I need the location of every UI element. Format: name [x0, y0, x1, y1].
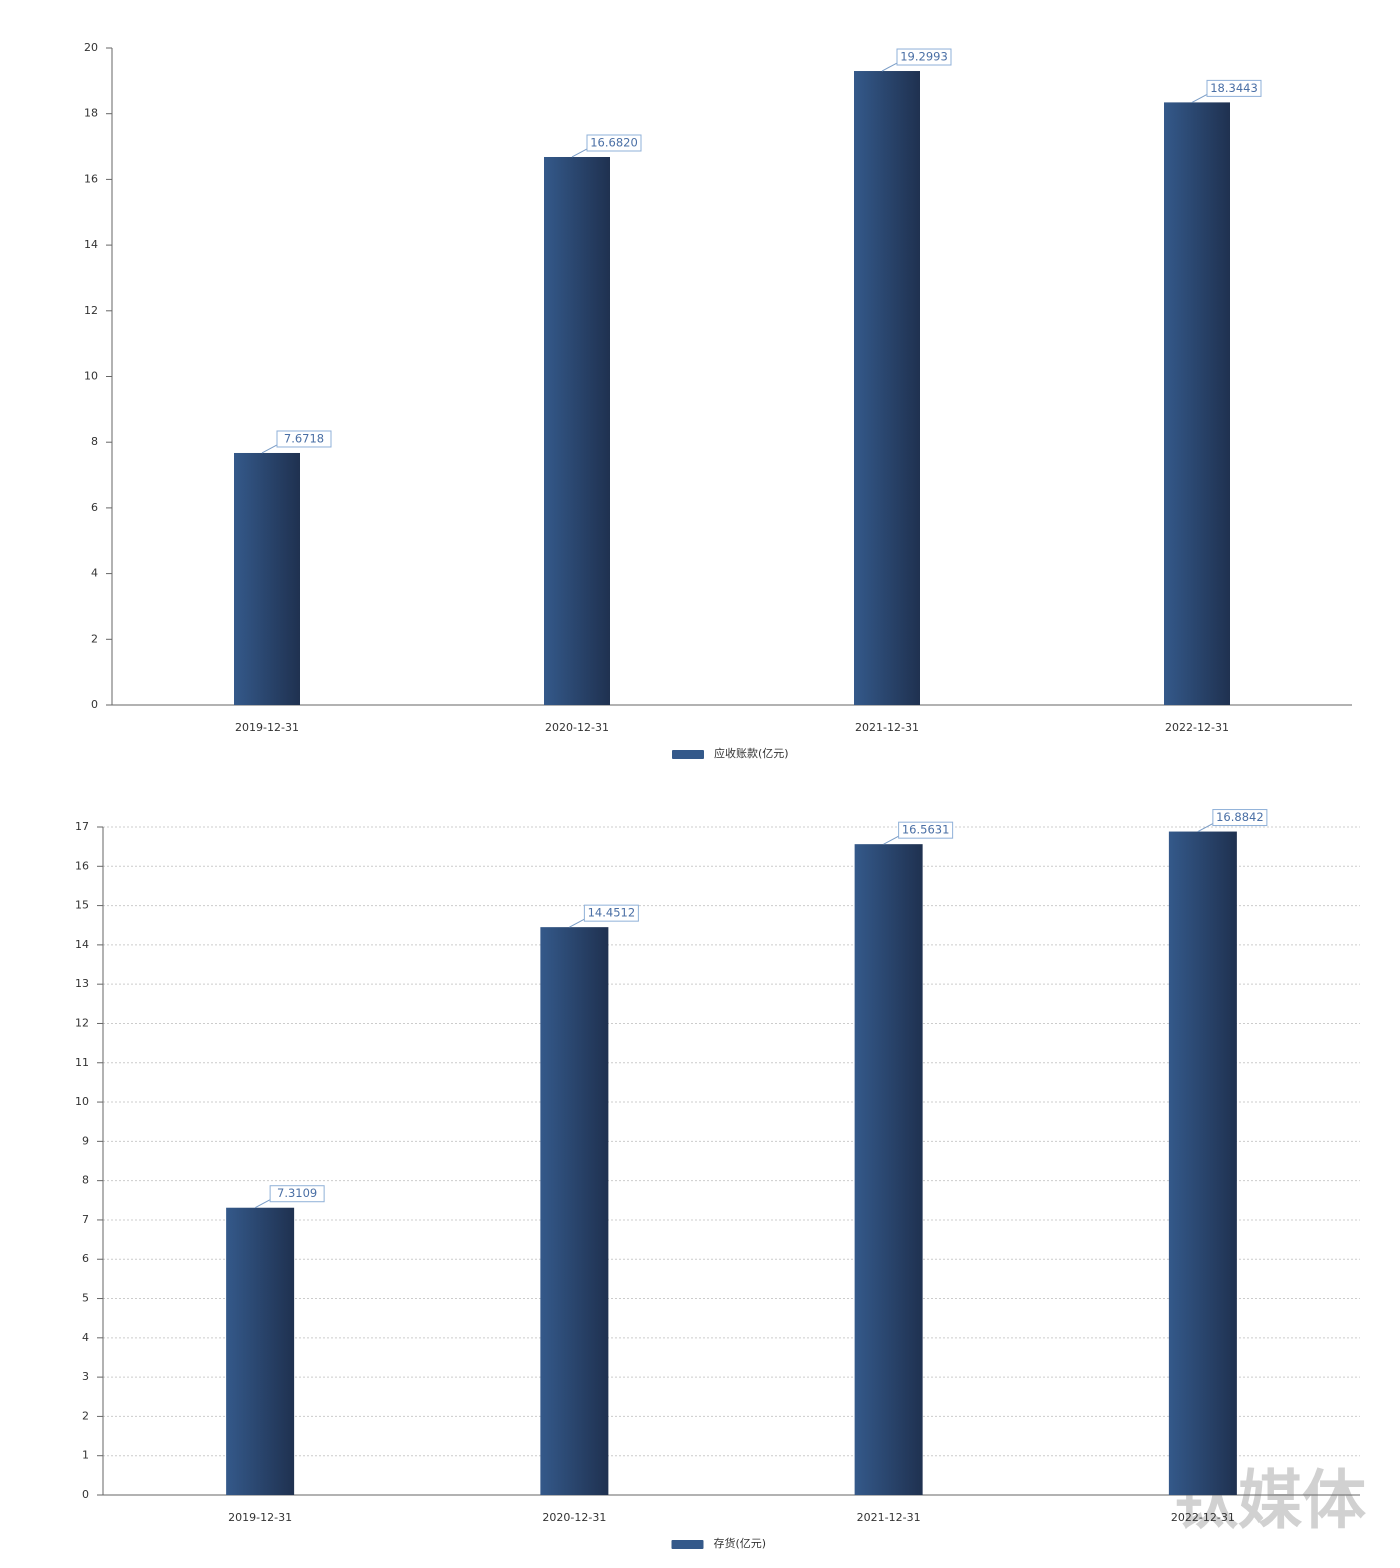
- legend-label: 应收账款(亿元): [714, 746, 789, 760]
- y-tick-label: 14: [84, 238, 98, 251]
- y-tick-label: 13: [75, 977, 89, 990]
- label-leader: [261, 444, 278, 454]
- label-box: [583, 904, 639, 922]
- value-label: 16.6820: [590, 135, 638, 149]
- x-tick-label: 2021-12-31: [855, 721, 919, 734]
- y-tick-label: 6: [82, 1252, 89, 1265]
- legend-swatch: [672, 750, 704, 759]
- y-tick-label: 9: [82, 1134, 89, 1147]
- x-tick-label: 2019-12-31: [235, 721, 299, 734]
- label-box: [1206, 79, 1262, 97]
- value-label: 7.3109: [277, 1186, 317, 1200]
- y-tick-label: 10: [84, 370, 98, 383]
- label-box: [269, 1185, 325, 1203]
- y-tick-label: 12: [75, 1016, 89, 1029]
- bar: [544, 156, 610, 705]
- x-tick-label: 2022-12-31: [1165, 721, 1229, 734]
- y-tick-label: 2: [82, 1409, 89, 1422]
- value-label: 16.8842: [1216, 810, 1264, 824]
- label-leader: [571, 148, 588, 158]
- y-tick-label: 8: [91, 435, 98, 448]
- y-tick-label: 18: [84, 107, 98, 120]
- y-tick-label: 16: [84, 172, 98, 185]
- label-leader: [569, 918, 585, 928]
- y-tick-label: 16: [75, 859, 89, 872]
- y-tick-label: 20: [84, 41, 98, 54]
- bar: [226, 1207, 295, 1495]
- label-box: [898, 821, 954, 839]
- y-tick-label: 3: [82, 1370, 89, 1383]
- y-tick-label: 0: [91, 698, 98, 711]
- value-label: 14.4512: [588, 906, 636, 920]
- x-tick-label: 2022-12-31: [1171, 1511, 1235, 1524]
- legend-swatch: [671, 1540, 704, 1549]
- x-tick-label: 2021-12-31: [857, 1511, 921, 1524]
- y-tick-label: 6: [91, 501, 98, 514]
- label-leader: [883, 835, 899, 845]
- label-box: [896, 48, 952, 66]
- y-tick-label: 4: [82, 1331, 89, 1344]
- value-label: 7.6718: [284, 431, 324, 445]
- label-leader: [1197, 823, 1214, 832]
- x-tick-label: 2020-12-31: [542, 1511, 606, 1524]
- bar: [540, 927, 609, 1495]
- y-tick-label: 17: [75, 820, 89, 833]
- value-label: 18.3443: [1210, 81, 1258, 95]
- y-tick-label: 1: [82, 1449, 89, 1462]
- y-tick-label: 15: [75, 899, 89, 912]
- label-leader: [254, 1199, 271, 1209]
- value-label: 16.5631: [902, 823, 950, 837]
- y-tick-label: 4: [91, 567, 98, 580]
- y-tick-label: 8: [82, 1174, 89, 1187]
- legend-label: 存货(亿元): [714, 1536, 767, 1550]
- bar: [854, 71, 920, 705]
- label-box: [276, 430, 332, 448]
- y-tick-label: 12: [84, 304, 98, 317]
- y-tick-label: 10: [75, 1095, 89, 1108]
- label-leader: [1191, 93, 1208, 103]
- y-tick-label: 14: [75, 938, 89, 951]
- y-tick-label: 11: [75, 1056, 89, 1069]
- y-tick-label: 7: [82, 1213, 89, 1226]
- label-box: [1212, 809, 1268, 827]
- label-leader: [881, 62, 898, 72]
- x-tick-label: 2020-12-31: [545, 721, 609, 734]
- value-label: 19.2993: [900, 50, 948, 64]
- y-tick-label: 2: [91, 632, 98, 645]
- bar: [1164, 102, 1230, 705]
- bar: [1168, 831, 1237, 1495]
- x-tick-label: 2019-12-31: [228, 1511, 292, 1524]
- bar: [854, 844, 923, 1495]
- bar: [234, 452, 300, 705]
- y-tick-label: 5: [82, 1292, 89, 1305]
- label-box: [586, 134, 642, 152]
- y-tick-label: 0: [82, 1488, 89, 1501]
